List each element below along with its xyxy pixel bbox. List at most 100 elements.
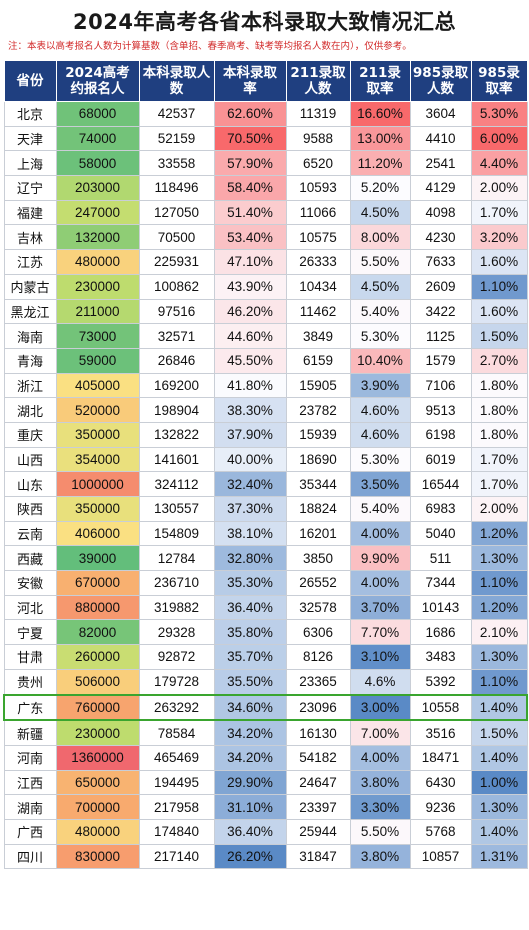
ug-admit-cell: 29328 (138, 619, 215, 646)
ug-admit-cell: 12784 (138, 545, 215, 572)
ug-admit-cell: 130557 (138, 496, 215, 522)
province-cell: 宁夏 (3, 619, 57, 646)
rate-211-cell: 7.00% (349, 719, 411, 746)
table-row: 内蒙古 230000 100862 43.90% 10434 4.50% 2609 1.10% (3, 273, 528, 300)
ug-rate-cell: 35.70% (213, 644, 287, 670)
ug-admit-cell: 26846 (138, 347, 215, 374)
table-row: 青海 59000 26846 45.50% 6159 10.40% 1579 2.70% (3, 347, 528, 374)
admit-211-cell: 11319 (285, 101, 351, 127)
rate-211-cell: 8.00% (349, 224, 411, 251)
ug-rate-cell: 43.90% (213, 273, 287, 300)
table-row: 河北 880000 319882 36.40% 32578 3.70% 10143 1.20% (3, 594, 528, 621)
admit-985-cell: 6198 (409, 421, 472, 448)
ug-admit-cell: 100862 (138, 273, 215, 300)
applicants-cell: 406000 (55, 520, 140, 547)
rate-211-cell: 3.70% (349, 594, 411, 621)
province-cell: 北京 (3, 101, 57, 127)
admission-table: 省份 2024高考约报名人 本科录取人数 本科录取率 211录取人数 211录取… (3, 60, 528, 870)
admit-985-cell: 3483 (409, 644, 472, 670)
admit-211-cell: 26552 (285, 570, 351, 596)
applicants-cell: 405000 (55, 372, 140, 399)
rate-211-cell: 5.40% (349, 496, 411, 522)
ug-rate-cell: 35.30% (213, 570, 287, 596)
rate-985-cell: 2.70% (470, 347, 528, 374)
admit-985-cell: 9236 (409, 794, 472, 820)
ug-admit-cell: 127050 (138, 199, 215, 226)
admit-985-cell: 3604 (409, 101, 472, 127)
table-row: 甘肃 260000 92872 35.70% 8126 3.10% 3483 1.30% (3, 644, 528, 670)
admit-211-cell: 9588 (285, 125, 351, 152)
ug-rate-cell: 46.20% (213, 298, 287, 325)
rate-211-cell: 3.50% (349, 471, 411, 497)
rate-211-cell: 5.20% (349, 175, 411, 201)
table-row: 河南 1360000 465469 34.20% 54182 4.00% 18471 1.40… (3, 744, 528, 771)
table-row: 浙江 405000 169200 41.80% 15905 3.90% 7106 1.80% (3, 372, 528, 399)
ug-rate-cell: 37.90% (213, 421, 287, 448)
table-header-row: 省份 2024高考约报名人 本科录取人数 本科录取率 211录取人数 211录取… (3, 60, 528, 102)
rate-985-cell: 1.70% (470, 199, 528, 226)
rate-985-cell: 1.50% (470, 719, 528, 746)
rate-211-cell: 3.80% (349, 843, 411, 870)
rate-211-cell: 13.00% (349, 125, 411, 152)
admit-985-cell: 16544 (409, 471, 472, 497)
rate-985-cell: 1.31% (470, 843, 528, 870)
applicants-cell: 760000 (55, 693, 140, 722)
header-ug-admit: 本科录取人数 (138, 60, 215, 102)
ug-rate-cell: 44.60% (213, 323, 287, 349)
admit-985-cell: 5040 (409, 520, 472, 547)
table-row: 北京 68000 42537 62.60% 11319 16.60% 3604 5.30% (3, 101, 528, 127)
province-cell: 四川 (3, 843, 57, 870)
admit-985-cell: 511 (409, 545, 472, 572)
admit-985-cell: 6430 (409, 769, 472, 796)
province-cell: 山西 (3, 446, 57, 473)
footnote: 注：本表以高考报名人数为计算基数（含单招、春季高考、缺考等均报名人数在内），仅供… (8, 41, 412, 52)
ug-rate-cell: 38.30% (213, 397, 287, 423)
admit-985-cell: 1125 (409, 323, 472, 349)
admit-985-cell: 10143 (409, 594, 472, 621)
rate-985-cell: 2.10% (470, 619, 528, 646)
ug-admit-cell: 154809 (138, 520, 215, 547)
applicants-cell: 74000 (55, 125, 140, 152)
rate-211-cell: 4.50% (349, 199, 411, 226)
rate-211-cell: 5.50% (349, 249, 411, 275)
applicants-cell: 354000 (55, 446, 140, 473)
table-row: 江西 650000 194495 29.90% 24647 3.80% 6430 1.00% (3, 769, 528, 796)
admit-211-cell: 25944 (285, 818, 351, 845)
applicants-cell: 39000 (55, 545, 140, 572)
admit-985-cell: 6983 (409, 496, 472, 522)
ug-admit-cell: 263292 (138, 693, 215, 722)
table-row: 辽宁 203000 118496 58.40% 10593 5.20% 4129 2.00% (3, 175, 528, 201)
table-row: 宁夏 82000 29328 35.80% 6306 7.70% 1686 2.10% (3, 619, 528, 646)
rate-985-cell: 1.20% (470, 594, 528, 621)
ug-admit-cell: 118496 (138, 175, 215, 201)
ug-admit-cell: 52159 (138, 125, 215, 152)
rate-211-cell: 10.40% (349, 347, 411, 374)
ug-admit-cell: 225931 (138, 249, 215, 275)
admit-211-cell: 10575 (285, 224, 351, 251)
applicants-cell: 350000 (55, 496, 140, 522)
ug-rate-cell: 31.10% (213, 794, 287, 820)
applicants-cell: 880000 (55, 594, 140, 621)
ug-admit-cell: 78584 (138, 719, 215, 746)
admit-211-cell: 32578 (285, 594, 351, 621)
rate-985-cell: 1.10% (470, 668, 528, 696)
applicants-cell: 230000 (55, 273, 140, 300)
admit-985-cell: 7106 (409, 372, 472, 399)
applicants-cell: 132000 (55, 224, 140, 251)
rate-985-cell: 2.00% (470, 175, 528, 201)
table-row: 山东 1000000 324112 32.40% 35344 3.50% 16544 1.70… (3, 471, 528, 497)
ug-admit-cell: 132822 (138, 421, 215, 448)
table-row: 广西 480000 174840 36.40% 25944 5.50% 5768 1.40% (3, 818, 528, 845)
table-row: 江苏 480000 225931 47.10% 26333 5.50% 7633 1.60% (3, 249, 528, 275)
applicants-cell: 73000 (55, 323, 140, 349)
applicants-cell: 1360000 (55, 744, 140, 771)
admit-211-cell: 31847 (285, 843, 351, 870)
table-row: 上海 58000 33558 57.90% 6520 11.20% 2541 4.40% (3, 150, 528, 177)
rate-211-cell: 11.20% (349, 150, 411, 177)
admit-211-cell: 6159 (285, 347, 351, 374)
province-cell: 广东 (3, 693, 57, 722)
ug-rate-cell: 51.40% (213, 199, 287, 226)
admit-985-cell: 3422 (409, 298, 472, 325)
applicants-cell: 68000 (55, 101, 140, 127)
province-cell: 湖北 (3, 397, 57, 423)
